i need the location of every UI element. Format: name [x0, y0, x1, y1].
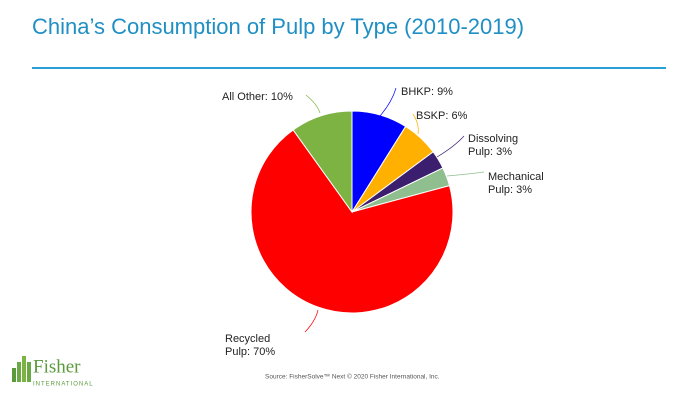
- leader-line: [436, 135, 465, 158]
- leader-line: [305, 94, 321, 114]
- leader-line: [379, 87, 397, 117]
- logo-bar: [27, 362, 31, 382]
- logo-name: Fisher: [33, 356, 81, 377]
- leader-line: [446, 171, 485, 177]
- data-label: Mechanical Pulp: 3%: [488, 171, 544, 196]
- data-label: BHKP: 9%: [401, 86, 453, 98]
- chart-title: China’s Consumption of Pulp by Type (201…: [32, 14, 524, 39]
- logo-tagline: INTERNATIONAL: [33, 382, 94, 388]
- label-line: Dissolving: [468, 133, 518, 145]
- label-line: Pulp: 3%: [468, 146, 512, 158]
- pie-slice: [292, 110, 353, 214]
- source-note: Source: FisherSolve™ Next © 2020 Fisher …: [265, 373, 440, 381]
- leader-line: [412, 113, 419, 135]
- data-label: All Other: 10%: [222, 91, 293, 103]
- pie-slice: [250, 129, 454, 314]
- logo: Fisher INTERNATIONAL: [12, 356, 94, 388]
- label-line: Pulp: 3%: [488, 184, 532, 196]
- label-line: Recycled: [225, 333, 270, 345]
- logo-bar: [17, 362, 21, 382]
- data-label: Recycled Pulp: 70%: [225, 333, 275, 358]
- data-label: Dissolving Pulp: 3%: [468, 133, 518, 158]
- logo-bar: [22, 356, 26, 382]
- label-line: Pulp: 70%: [225, 346, 275, 358]
- label-line: Mechanical: [488, 171, 544, 183]
- logo-bar: [12, 368, 16, 382]
- leader-line: [304, 309, 319, 333]
- data-label: BSKP: 6%: [416, 110, 468, 122]
